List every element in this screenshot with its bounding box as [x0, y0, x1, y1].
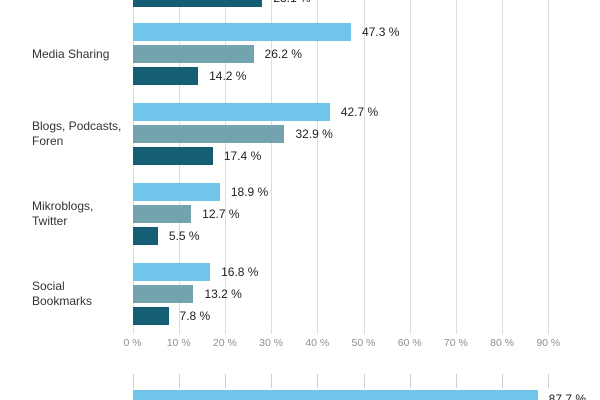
value-label: 32.9 % — [295, 127, 333, 141]
category-label: Mikroblogs, Twitter — [32, 199, 128, 229]
gridline-stub — [132, 374, 134, 388]
value-label: 87.7 % — [548, 392, 587, 400]
bar — [132, 263, 211, 281]
value-label: 14.2 % — [209, 69, 247, 83]
gridline-stub — [224, 374, 226, 388]
gridline — [271, 0, 273, 334]
gridline-stub — [502, 374, 504, 388]
value-label: 17.4 % — [223, 149, 262, 163]
bar — [132, 227, 158, 245]
category-label-line: Blogs, Podcasts, — [32, 119, 122, 133]
x-axis-tick-label: 10 % — [166, 337, 191, 349]
category-label-line: Media Sharing — [32, 46, 110, 61]
gridline — [132, 0, 134, 334]
category-label-line: Foren — [32, 134, 64, 148]
value-label: 12.7 % — [202, 207, 240, 221]
gridline — [409, 0, 411, 334]
x-axis-tick-label: 0 % — [123, 337, 142, 349]
category-label-line: Twitter — [32, 214, 68, 228]
bar — [132, 45, 254, 63]
bar — [132, 125, 285, 143]
x-axis-tick-label: 40 % — [305, 337, 330, 349]
bar — [132, 307, 169, 325]
value-label: 28.1 % — [273, 0, 310, 5]
x-axis-tick-label: 90 % — [536, 337, 561, 349]
bar — [132, 205, 192, 223]
gridline-stub — [455, 374, 457, 388]
category-label-line: Mikroblogs, — [32, 199, 94, 213]
gridline-stub — [271, 374, 273, 388]
category-label-line: Social — [32, 279, 65, 293]
gridline — [224, 0, 226, 334]
bar — [132, 147, 213, 165]
x-axis-tick-label: 80 % — [490, 337, 515, 349]
gridline — [178, 0, 180, 334]
value-label: 13.2 % — [204, 287, 242, 301]
category-label: Blogs, Podcasts, Foren — [32, 119, 128, 149]
value-label: 47.3 % — [362, 25, 400, 39]
gridline-stub — [178, 374, 180, 388]
gridline-stub — [317, 374, 319, 388]
category-label: Media Sharing — [32, 47, 128, 62]
x-axis-tick-label: 60 % — [397, 337, 422, 349]
x-axis-tick-label: 70 % — [443, 337, 468, 349]
bar — [132, 23, 352, 41]
category-label-line: Bookmarks — [32, 294, 93, 308]
value-label: 42.7 % — [340, 105, 379, 119]
gridline-stub — [363, 374, 365, 388]
bar — [132, 183, 220, 201]
gridline — [317, 0, 319, 334]
bar — [132, 103, 330, 121]
gridline — [363, 0, 365, 334]
value-label: 7.8 % — [179, 309, 211, 323]
gridline — [455, 0, 457, 334]
category-label: Social Bookmarks — [32, 279, 128, 309]
bar — [132, 285, 194, 303]
x-axis-tick-label: 30 % — [259, 337, 284, 349]
value-label: 16.8 % — [221, 265, 259, 279]
value-label: 5.5 % — [168, 229, 200, 243]
value-label: 26.2 % — [264, 47, 302, 61]
x-axis-tick-label: 20 % — [212, 337, 237, 349]
x-axis-tick-label: 50 % — [351, 337, 376, 349]
bar — [132, 390, 538, 400]
bar — [132, 0, 263, 7]
bar — [132, 67, 199, 85]
gridline — [548, 0, 550, 334]
gridline-stub — [548, 374, 550, 388]
gridline — [502, 0, 504, 334]
gridline-stub — [409, 374, 411, 388]
value-label: 18.9 % — [230, 185, 269, 199]
